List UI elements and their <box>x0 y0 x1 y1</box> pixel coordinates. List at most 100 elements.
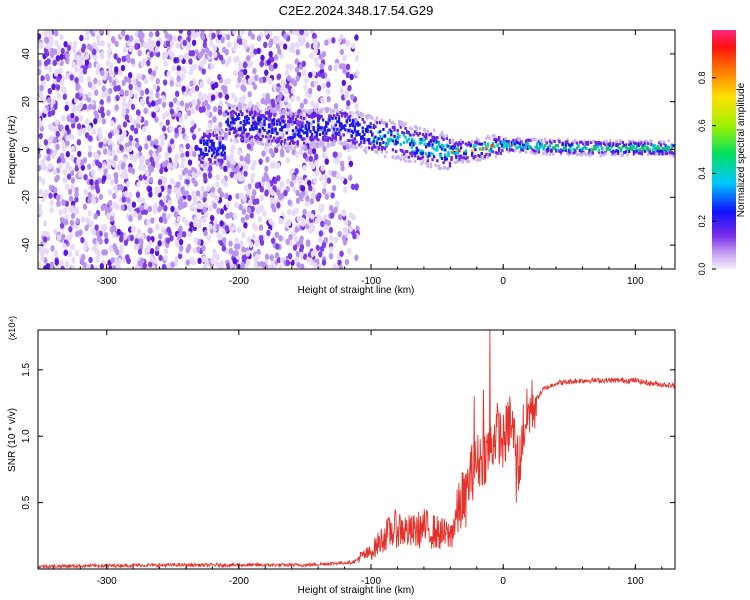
spectrogram-cell <box>456 151 460 155</box>
spectrogram-cell <box>664 148 667 152</box>
spectrogram-cell <box>134 92 139 100</box>
spectrogram-cell <box>174 256 179 263</box>
spectrogram-cell <box>204 148 207 152</box>
spectrogram-cell <box>91 169 96 177</box>
spectrogram-cell <box>354 254 359 261</box>
spectrogram-cell <box>667 145 671 149</box>
spectrogram-cell <box>425 152 428 156</box>
spectrogram-cell <box>74 165 79 172</box>
spectrogram-cell <box>161 263 167 269</box>
spectrogram-cell <box>266 131 269 135</box>
spectrogram-cell <box>206 104 211 111</box>
spectrogram-cell <box>268 139 271 143</box>
spectrogram-cell <box>393 142 396 146</box>
spectrogram-cell <box>109 179 115 186</box>
spectrogram-cell <box>245 132 249 136</box>
spectrogram-cell <box>580 153 583 157</box>
spectrogram-cell <box>217 162 220 166</box>
spectrogram-cell <box>269 254 274 261</box>
spectrogram-cell <box>222 148 225 152</box>
spectrogram-cell <box>94 89 99 96</box>
spectrogram-cell <box>212 45 218 52</box>
spectrogram-cell <box>124 34 130 41</box>
spectrogram-cell <box>143 208 148 216</box>
spectrogram-cell <box>245 118 249 122</box>
spectrogram-cell <box>207 149 211 153</box>
spectrogram-cell <box>331 108 334 112</box>
spectrogram-cell <box>114 177 119 185</box>
spectrogram-cell <box>358 123 361 127</box>
spectrogram-cell <box>314 113 317 117</box>
spectrogram-cell <box>225 33 231 41</box>
spectrogram-cell <box>138 164 143 172</box>
spectrogram-cell <box>178 146 184 153</box>
spectrogram-cell <box>261 76 267 83</box>
spectrogram-cell <box>308 227 313 234</box>
spectrogram-cell <box>510 143 514 147</box>
spectrogram-cell <box>543 144 547 148</box>
spectrogram-cell <box>264 253 270 260</box>
spectrogram-cell <box>121 196 126 203</box>
spectrogram-cell <box>214 131 217 135</box>
spectrogram-cell <box>352 124 355 128</box>
spectrogram-cell <box>38 246 43 253</box>
spectrogram-cell <box>288 234 293 241</box>
spectrogram-cell <box>247 30 253 37</box>
spectrogram-cell <box>220 159 223 163</box>
spectrogram-cell <box>59 124 64 131</box>
spectrogram-cell <box>264 190 269 197</box>
spectrogram-cell <box>659 142 663 146</box>
spectrogram-cell <box>398 119 401 123</box>
spectrogram-cell <box>363 148 366 152</box>
spectrogram-cell <box>226 118 230 122</box>
spectrogram-cell <box>623 143 626 147</box>
spectrogram-cell <box>154 105 160 112</box>
spectrogram-cell <box>263 119 266 123</box>
spectrogram-cell <box>264 111 268 115</box>
spectrogram-cell <box>113 184 118 192</box>
spectrogram-cell <box>261 92 267 99</box>
spectrogram-cell <box>295 75 300 82</box>
spectrogram-cell <box>353 125 357 129</box>
spectrogram-cell <box>298 132 301 136</box>
spectrogram-cell <box>383 154 387 158</box>
snr-x-tick-label: -200 <box>229 576 249 587</box>
spectrogram-cell <box>177 111 182 119</box>
colorbar-tick-label: 0.0 <box>697 263 707 276</box>
spectrogram-cell <box>293 236 299 243</box>
spectrogram-cell <box>38 90 44 98</box>
spectrogram-cell <box>336 132 339 136</box>
spectrogram-cell <box>352 121 355 125</box>
spectrogram-cell <box>208 165 213 172</box>
spectrogram-cell <box>38 33 42 40</box>
spectrogram-cell <box>497 137 501 141</box>
spectrogram-cell <box>295 95 301 102</box>
spectrogram-cell <box>273 62 278 69</box>
spectrogram-cell <box>166 70 171 78</box>
spectrogram-cell <box>339 141 342 145</box>
spectrogram-cell <box>369 125 372 129</box>
spectrogram-cell <box>254 240 259 247</box>
spectrogram-cell <box>285 238 290 246</box>
spectrogram-cell <box>240 30 245 36</box>
spectrogram-cell <box>555 143 558 147</box>
spectrogram-cell <box>78 171 83 178</box>
spectrogram-cell <box>246 206 252 214</box>
spectrogram-cell <box>79 34 84 42</box>
spectrogram-cell <box>54 259 59 266</box>
spectrogram-cell <box>634 142 637 146</box>
spectrogram-cell <box>70 243 75 251</box>
spectrogram-cell <box>218 54 224 61</box>
spectrogram-cell <box>631 147 634 151</box>
spectrogram-cell <box>383 147 387 151</box>
spectrogram-cell <box>348 174 353 181</box>
spectrogram-cell <box>404 150 407 154</box>
spectrogram-cell <box>324 158 329 165</box>
spectrogram-cell <box>608 148 612 152</box>
spectrogram-cell <box>285 112 288 116</box>
spectrogram-cell <box>440 133 444 137</box>
spectrogram-cell <box>540 142 544 146</box>
spectrogram-cell <box>648 148 652 152</box>
spectrogram-cell <box>515 140 518 144</box>
spectrogram-cell <box>311 32 317 39</box>
